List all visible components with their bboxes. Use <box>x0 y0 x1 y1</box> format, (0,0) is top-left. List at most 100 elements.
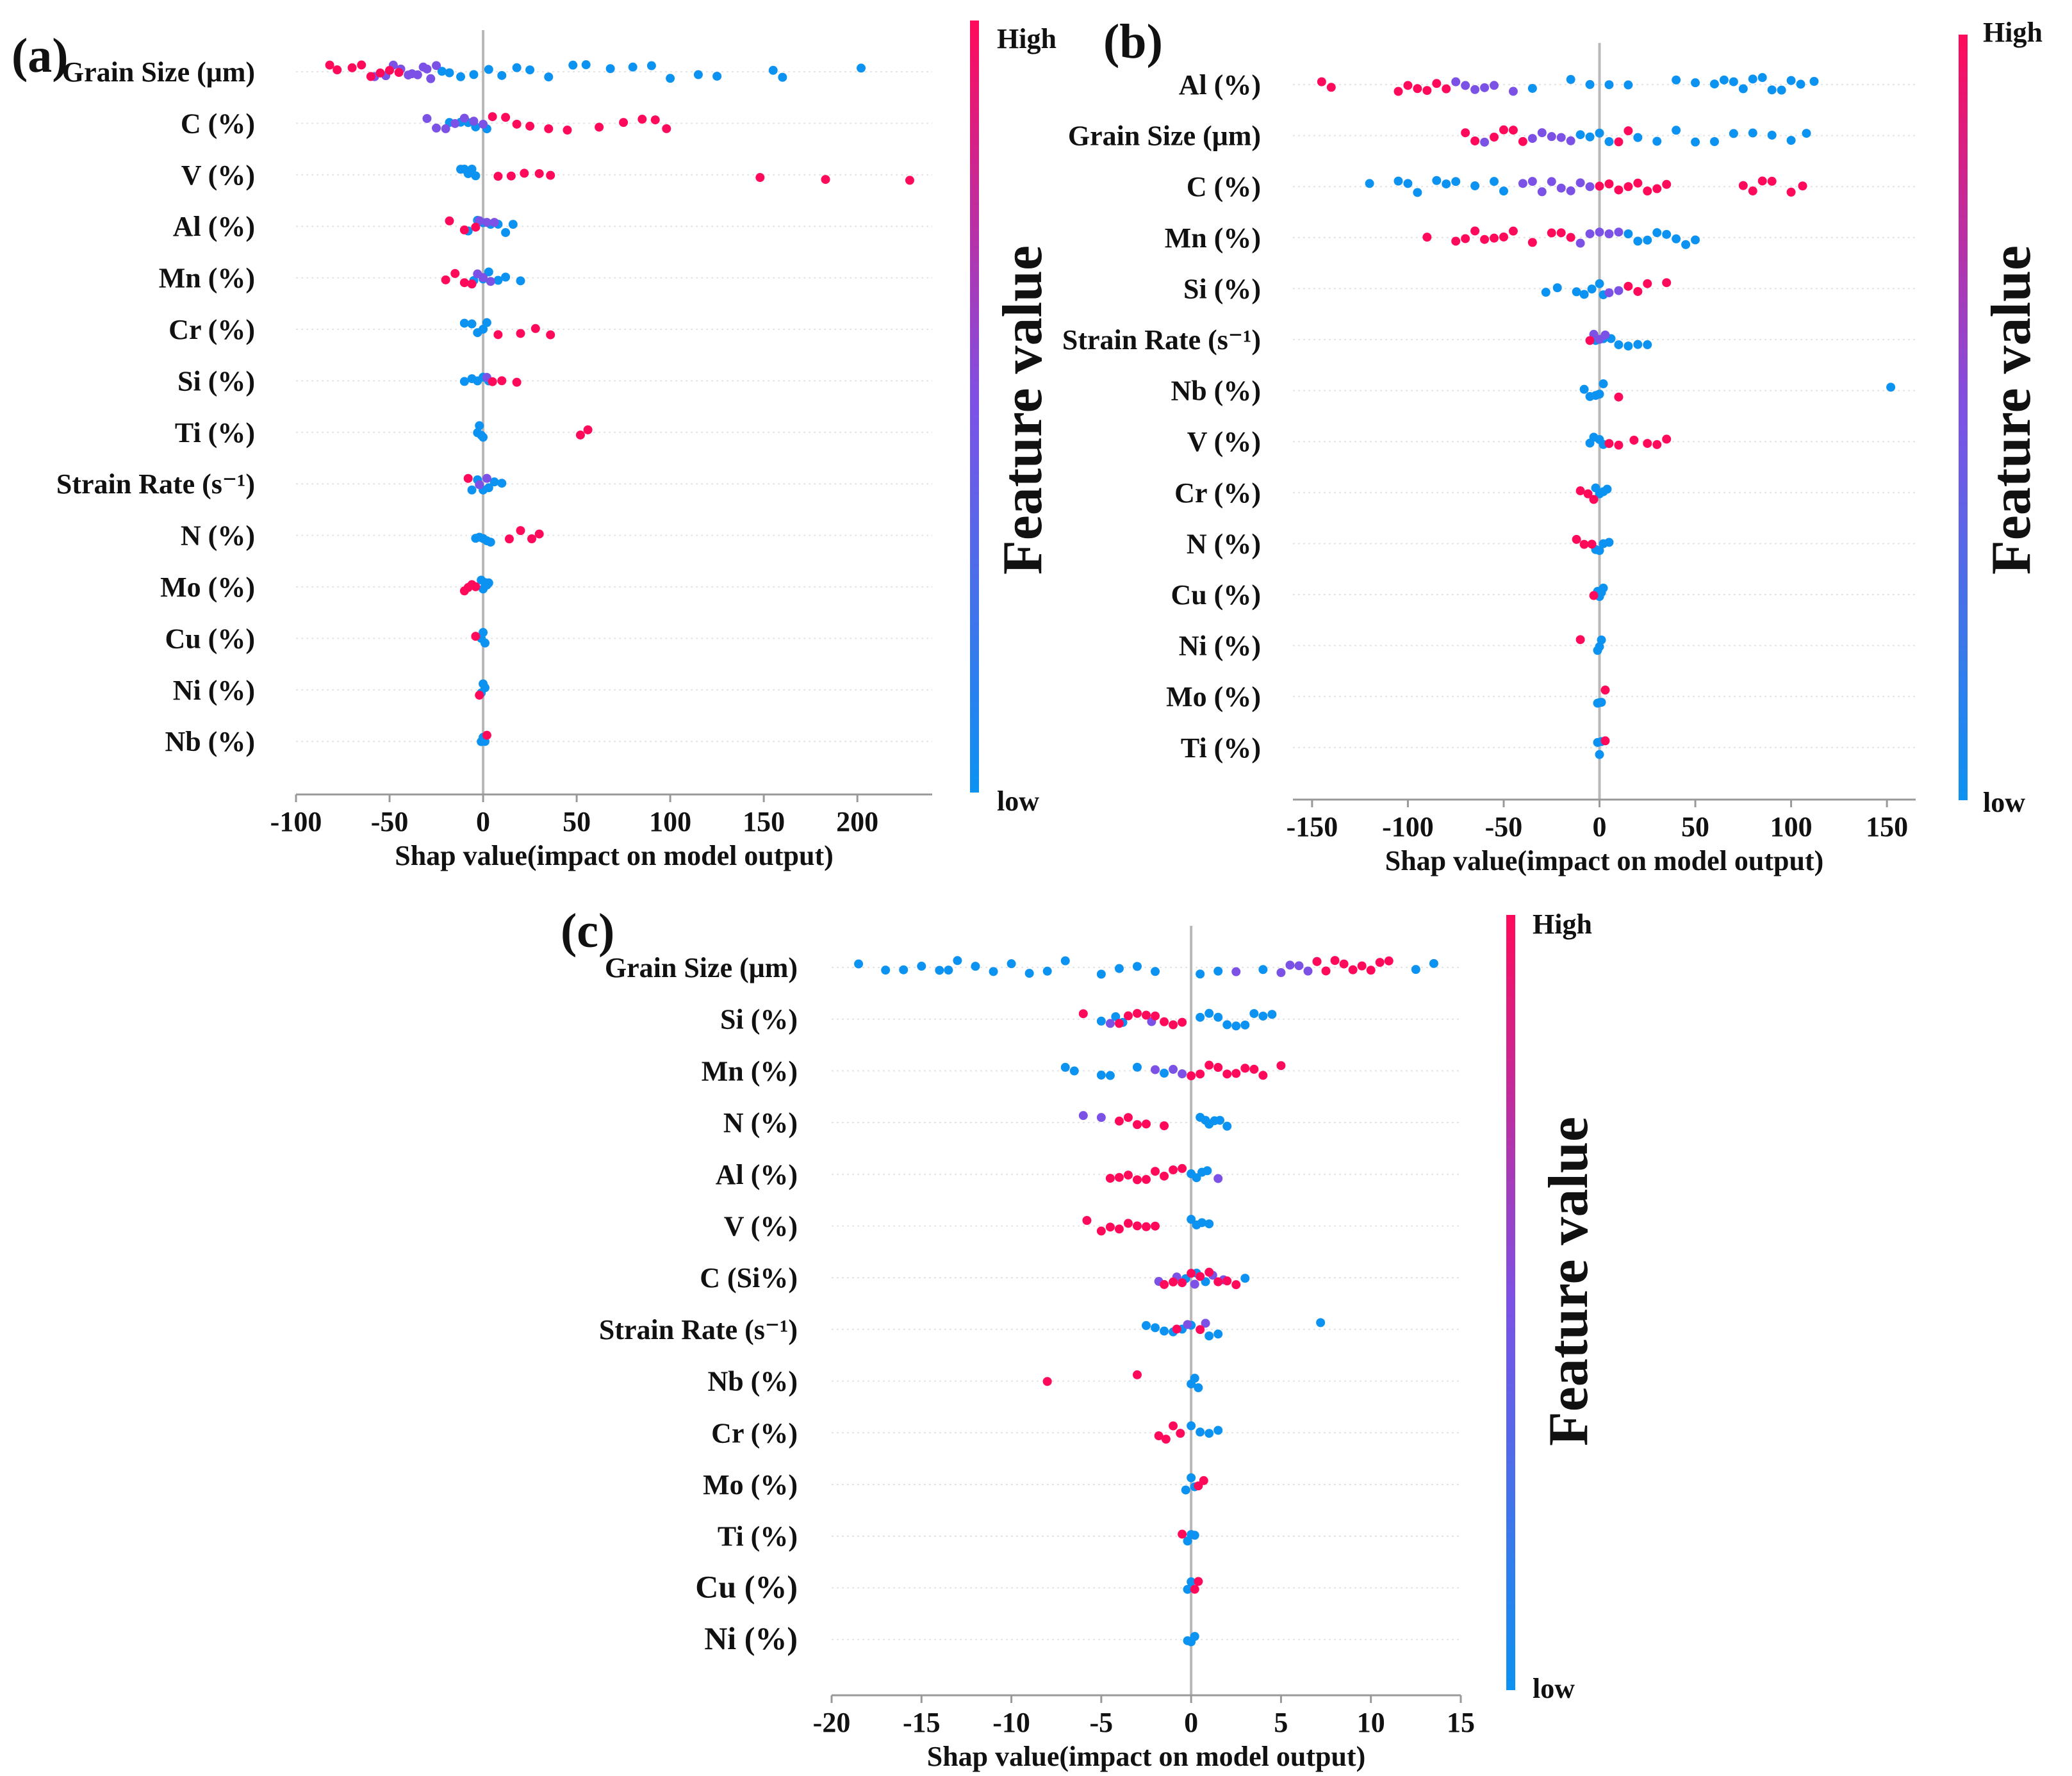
data-point <box>467 165 477 174</box>
data-point <box>1151 1323 1160 1333</box>
data-point <box>1556 228 1566 238</box>
feature-label: Ti (%) <box>1181 732 1261 764</box>
data-point <box>480 638 489 648</box>
data-point <box>821 175 830 185</box>
x-tick-label: -50 <box>1485 811 1523 843</box>
data-point <box>479 324 488 334</box>
data-point <box>1624 341 1633 351</box>
data-point <box>1572 287 1581 297</box>
data-point <box>1583 489 1593 498</box>
data-point <box>1600 330 1610 340</box>
data-point <box>516 329 525 338</box>
data-point <box>575 430 585 440</box>
data-point <box>475 691 484 700</box>
data-point <box>1258 1071 1268 1080</box>
data-point <box>1132 962 1142 971</box>
data-point <box>1757 73 1767 83</box>
data-point <box>1205 1331 1214 1341</box>
data-point <box>1132 1008 1142 1018</box>
data-point <box>1082 1215 1092 1225</box>
data-point <box>463 473 473 483</box>
data-point <box>459 278 469 288</box>
data-point <box>1240 1064 1250 1073</box>
data-point <box>1432 79 1442 88</box>
data-point <box>347 63 357 72</box>
data-point <box>1547 177 1556 186</box>
data-point <box>1196 1069 1205 1079</box>
feature-label: Ti (%) <box>718 1521 798 1552</box>
feature-label: Mn (%) <box>159 263 255 294</box>
data-point <box>1579 290 1589 299</box>
panel-label: (a) <box>12 29 69 83</box>
data-point <box>1691 137 1700 147</box>
data-point <box>1303 966 1313 976</box>
data-point <box>1161 1435 1171 1444</box>
feature-label: Ni (%) <box>704 1620 798 1656</box>
x-tick-label: 150 <box>743 806 785 837</box>
data-point <box>1196 1012 1205 1022</box>
data-point <box>1151 1011 1160 1021</box>
data-point <box>1394 86 1403 96</box>
data-point <box>1633 133 1643 142</box>
data-point <box>1470 85 1480 94</box>
x-tick-label: 50 <box>1681 811 1709 843</box>
data-point <box>1231 967 1241 976</box>
data-point <box>989 967 998 976</box>
data-point <box>525 65 535 75</box>
data-point <box>917 962 926 971</box>
data-point <box>568 60 578 70</box>
data-point <box>1285 960 1295 970</box>
data-point <box>1802 129 1811 138</box>
data-point <box>1169 1165 1178 1174</box>
data-point <box>1589 495 1599 504</box>
data-point <box>1190 1632 1199 1641</box>
data-point <box>469 117 479 126</box>
data-point <box>1169 1277 1178 1287</box>
data-point <box>1240 1274 1250 1283</box>
data-point <box>1132 1120 1142 1130</box>
data-point <box>1547 228 1556 238</box>
data-point <box>1151 1221 1160 1231</box>
data-point <box>1552 283 1562 293</box>
data-point <box>482 473 491 483</box>
data-point <box>1572 534 1581 544</box>
data-point <box>422 64 432 74</box>
data-point <box>459 225 469 234</box>
data-point <box>1429 958 1438 968</box>
data-point <box>595 122 604 132</box>
data-point <box>480 683 489 693</box>
data-point <box>1643 439 1652 448</box>
data-point <box>482 318 491 327</box>
data-point <box>1114 964 1124 973</box>
data-point <box>1748 186 1757 196</box>
data-point <box>1366 966 1376 975</box>
data-point <box>1587 539 1597 549</box>
data-point <box>1541 288 1550 297</box>
data-point <box>413 70 422 79</box>
x-tick-label: -5 <box>1090 1707 1114 1738</box>
feature-label: N (%) <box>181 520 255 552</box>
data-point <box>1222 1276 1232 1286</box>
data-point <box>534 169 544 178</box>
data-point <box>1662 278 1672 288</box>
data-point <box>1078 1009 1088 1019</box>
data-point <box>527 534 536 544</box>
data-point <box>1213 966 1223 976</box>
data-point <box>1595 279 1604 288</box>
data-point <box>1490 177 1499 186</box>
data-point <box>1566 136 1575 145</box>
data-point <box>1547 132 1556 142</box>
data-point <box>1105 1019 1115 1028</box>
data-point <box>1240 1020 1250 1030</box>
data-point <box>1490 233 1499 243</box>
x-tick-label: 100 <box>649 806 691 837</box>
data-point <box>459 318 469 328</box>
data-point <box>1105 1071 1115 1080</box>
data-point <box>475 480 484 489</box>
feature-label: Strain Rate (s⁻¹) <box>1062 324 1261 356</box>
data-point <box>1183 1536 1192 1546</box>
data-point <box>646 61 656 70</box>
data-point <box>1886 382 1896 392</box>
data-point <box>1461 81 1470 90</box>
data-point <box>1187 1071 1196 1081</box>
